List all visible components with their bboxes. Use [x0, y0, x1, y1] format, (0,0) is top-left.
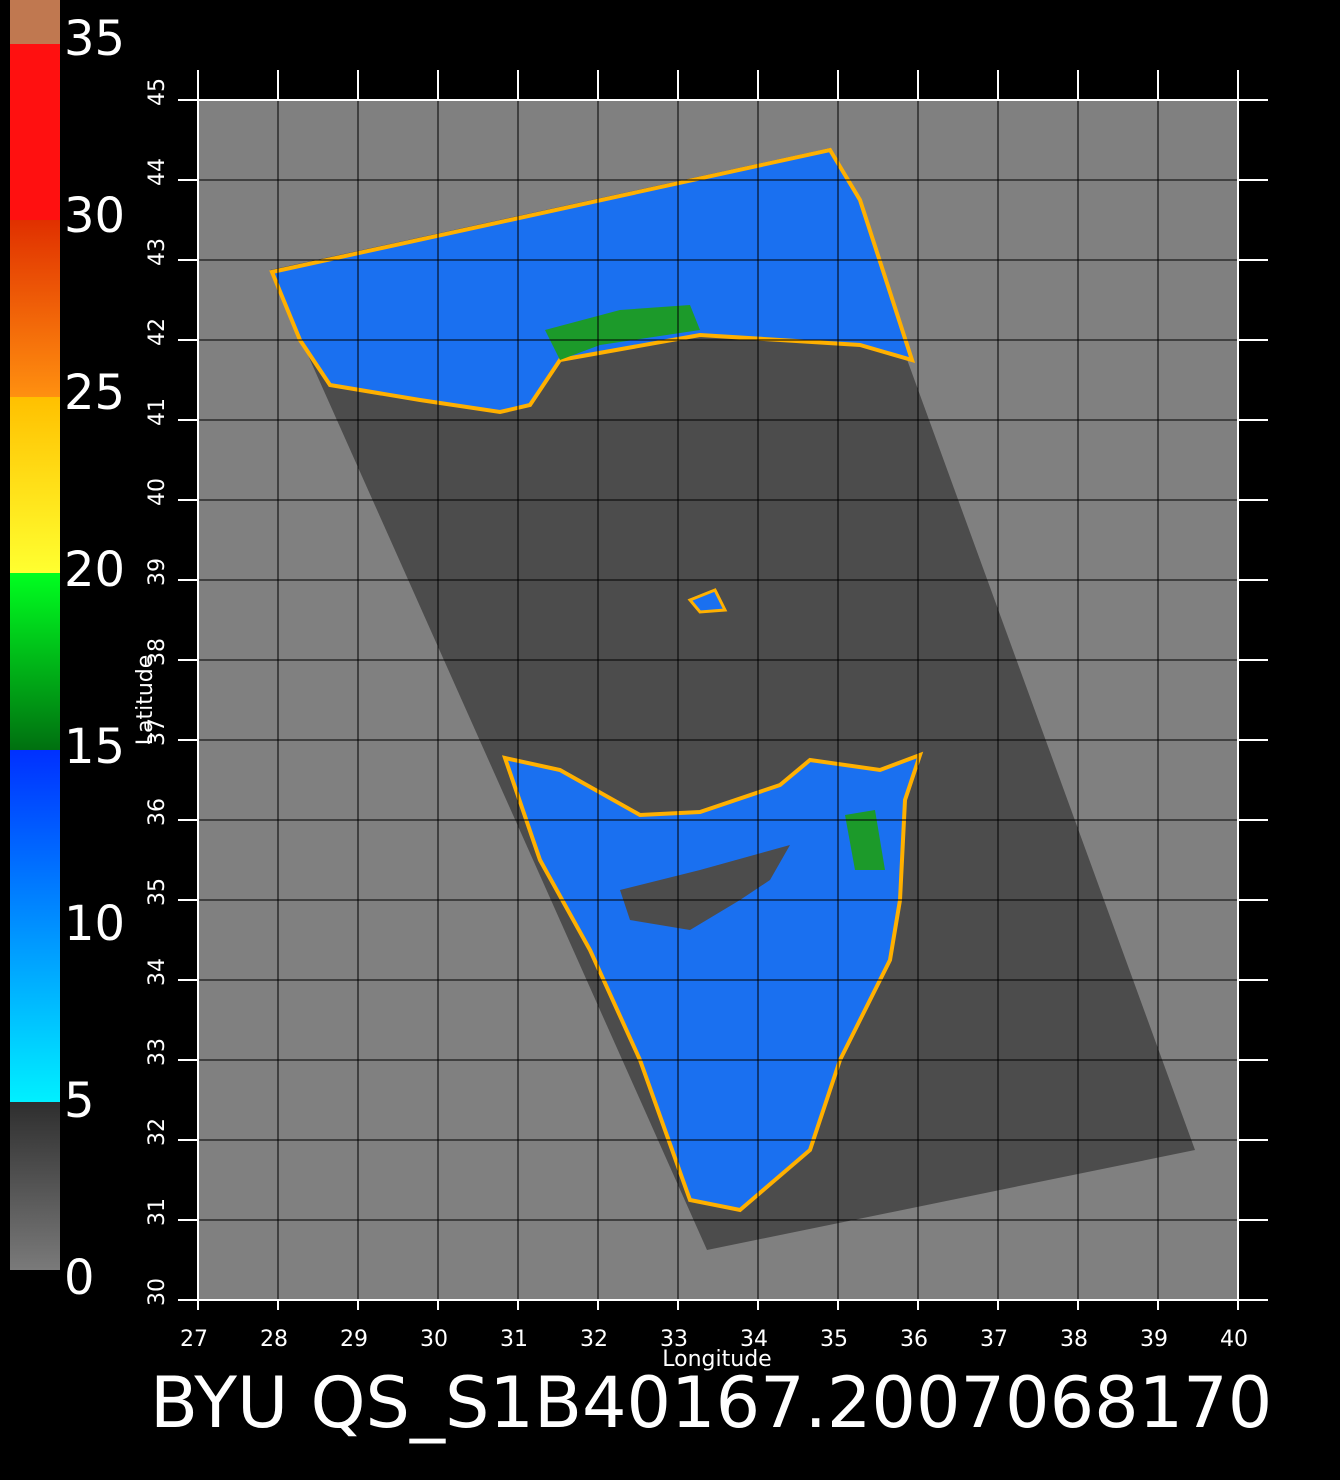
colorbar-segment [10, 1102, 60, 1270]
x-tick-label: 36 [900, 1327, 928, 1352]
y-tick-label: 40 [145, 478, 170, 506]
y-tick-label: 31 [145, 1198, 170, 1226]
x-tick-label: 31 [500, 1327, 528, 1352]
x-tick-label: 33 [660, 1327, 688, 1352]
colorbar-label: 25 [64, 365, 125, 421]
colorbar-label: 0 [64, 1250, 95, 1306]
colorbar-segment [10, 573, 60, 750]
y-tick-label: 38 [145, 638, 170, 666]
y-tick-label: 35 [145, 878, 170, 906]
sea-region [545, 305, 700, 360]
x-tick-label: 35 [820, 1327, 848, 1352]
y-axis-label: Latitude [133, 655, 158, 746]
sea-region [845, 810, 885, 870]
x-tick-label: 38 [1060, 1327, 1088, 1352]
colorbar-segment [10, 44, 60, 220]
swath [270, 148, 1195, 1250]
x-tick-label: 34 [740, 1327, 768, 1352]
y-tick-label: 41 [145, 398, 170, 426]
y-tick-label: 42 [145, 318, 170, 346]
colorbar-label: 15 [64, 719, 125, 775]
colorbar-label: 20 [64, 542, 125, 598]
x-axis-label: Longitude [662, 1347, 771, 1372]
x-tick-label: 27 [180, 1327, 208, 1352]
colorbar-segment [10, 750, 60, 1102]
x-tick-label: 30 [420, 1327, 448, 1352]
colorbar-label: 10 [64, 896, 125, 952]
footer-title: BYU QS_S1B40167.2007068170 [150, 1362, 1272, 1444]
y-tick-label: 30 [145, 1278, 170, 1306]
y-tick-label: 36 [145, 798, 170, 826]
colorbar-segment [10, 397, 60, 573]
y-tick-label: 44 [145, 158, 170, 186]
y-tick-label: 34 [145, 958, 170, 986]
x-tick-label: 32 [580, 1327, 608, 1352]
colorbar-label: 5 [64, 1073, 95, 1129]
x-tick-label: 29 [340, 1327, 368, 1352]
colorbar [10, 0, 60, 1270]
y-tick-label: 45 [145, 78, 170, 106]
colorbar-label: 35 [64, 11, 125, 67]
y-tick-label: 32 [145, 1118, 170, 1146]
y-tick-label: 43 [145, 238, 170, 266]
plot-frame [197, 99, 1239, 1301]
plot-area [198, 100, 1238, 1300]
y-tick-label: 33 [145, 1038, 170, 1066]
x-tick-label: 40 [1220, 1327, 1248, 1352]
y-tick-label: 37 [145, 718, 170, 746]
colorbar-segment [10, 220, 60, 397]
land [620, 845, 790, 930]
y-tick-label: 39 [145, 558, 170, 586]
x-tick-label: 37 [980, 1327, 1008, 1352]
x-tick-label: 39 [1140, 1327, 1168, 1352]
colorbar-segment [10, 0, 60, 44]
colorbar-label: 30 [64, 188, 125, 244]
lake [687, 588, 728, 614]
x-tick-label: 28 [260, 1327, 288, 1352]
